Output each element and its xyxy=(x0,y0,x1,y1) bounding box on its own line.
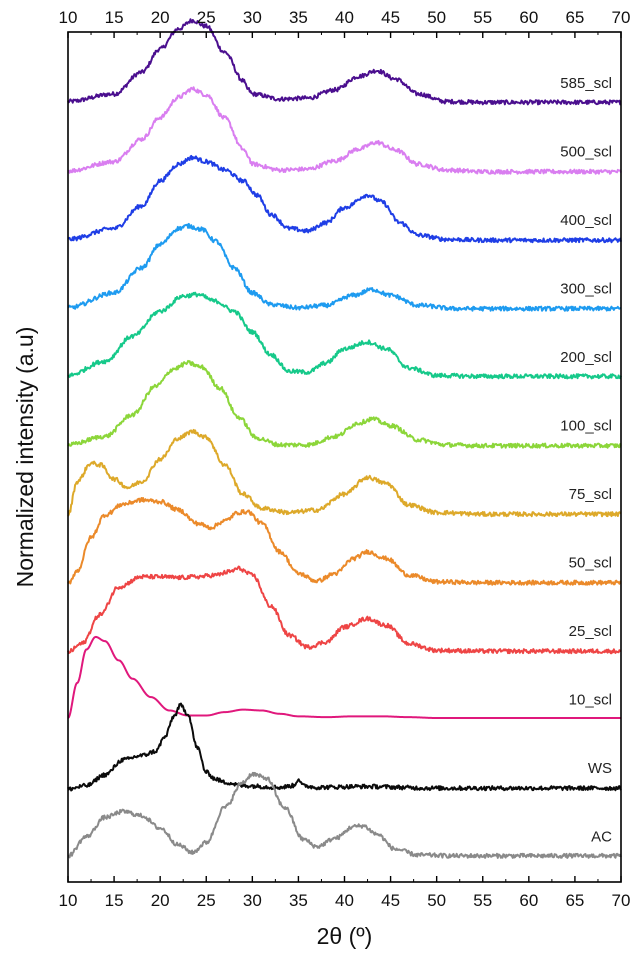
series-label-500-scl: 500_scl xyxy=(560,144,612,161)
x-tick-label: 30 xyxy=(243,891,262,910)
series-line-300-scl xyxy=(67,222,622,312)
series-line-585-scl xyxy=(67,18,622,106)
x-tick-label: 55 xyxy=(473,891,492,910)
top-x-tick-label: 25 xyxy=(197,8,216,27)
top-x-tick-label: 30 xyxy=(243,8,262,27)
series-line-200-scl xyxy=(67,291,622,380)
series-line-ws xyxy=(67,702,622,792)
series-line-500-scl xyxy=(67,86,622,175)
series-label-100-scl: 100_scl xyxy=(560,418,612,435)
top-x-tick-label: 50 xyxy=(427,8,446,27)
top-x-tick-label: 15 xyxy=(105,8,124,27)
x-axis-title: 2θ (º) xyxy=(317,923,373,949)
series-line-ac xyxy=(67,771,622,859)
series-label-10-scl: 10_scl xyxy=(569,692,612,709)
top-x-axis-ticks: 10 15 20 25 30 35 40 45 50 55 60 65 70 xyxy=(59,8,631,38)
x-tick-label: 60 xyxy=(519,891,538,910)
series-label-50-scl: 50_scl xyxy=(569,555,612,572)
x-tick-label: 45 xyxy=(381,891,400,910)
series-labels: 585_scl 500_scl 400_scl 300_scl 200_scl 100_s… xyxy=(560,75,612,846)
series-label-585-scl: 585_scl xyxy=(560,75,612,92)
top-x-tick-label: 35 xyxy=(289,8,308,27)
series-traces xyxy=(67,18,622,859)
top-x-tick-label: 65 xyxy=(565,8,584,27)
top-x-tick-label: 40 xyxy=(335,8,354,27)
x-tick-label: 50 xyxy=(427,891,446,910)
series-label-400-scl: 400_scl xyxy=(560,212,612,229)
x-tick-label: 10 xyxy=(59,891,78,910)
bottom-x-axis-ticks: 10 15 20 25 30 35 40 45 50 55 60 65 70 xyxy=(59,876,631,910)
series-line-400-scl xyxy=(67,154,622,244)
series-line-100-scl xyxy=(67,359,622,449)
series-label-300-scl: 300_scl xyxy=(560,281,612,298)
series-label-ws: WS xyxy=(588,760,612,777)
top-x-tick-label: 20 xyxy=(151,8,170,27)
top-x-tick-label: 45 xyxy=(381,8,400,27)
series-line-75-scl xyxy=(67,428,622,518)
series-label-25-scl: 25_scl xyxy=(569,623,612,640)
series-label-75-scl: 75_scl xyxy=(569,486,612,503)
series-line-50-scl xyxy=(67,497,622,586)
top-x-tick-label: 55 xyxy=(473,8,492,27)
x-tick-label: 65 xyxy=(565,891,584,910)
top-x-tick-label: 60 xyxy=(519,8,538,27)
y-axis-title: Normalized intensity (a.u) xyxy=(12,327,38,588)
x-tick-label: 35 xyxy=(289,891,308,910)
series-label-200-scl: 200_scl xyxy=(560,349,612,366)
x-tick-label: 25 xyxy=(197,891,216,910)
top-x-tick-label: 10 xyxy=(59,8,78,27)
series-label-ac: AC xyxy=(591,829,612,846)
x-tick-label: 70 xyxy=(612,891,631,910)
x-tick-label: 40 xyxy=(335,891,354,910)
x-tick-label: 15 xyxy=(105,891,124,910)
top-x-tick-label: 70 xyxy=(612,8,631,27)
series-line-25-scl xyxy=(67,565,622,655)
x-tick-label: 20 xyxy=(151,891,170,910)
series-line-10-scl xyxy=(67,635,622,719)
